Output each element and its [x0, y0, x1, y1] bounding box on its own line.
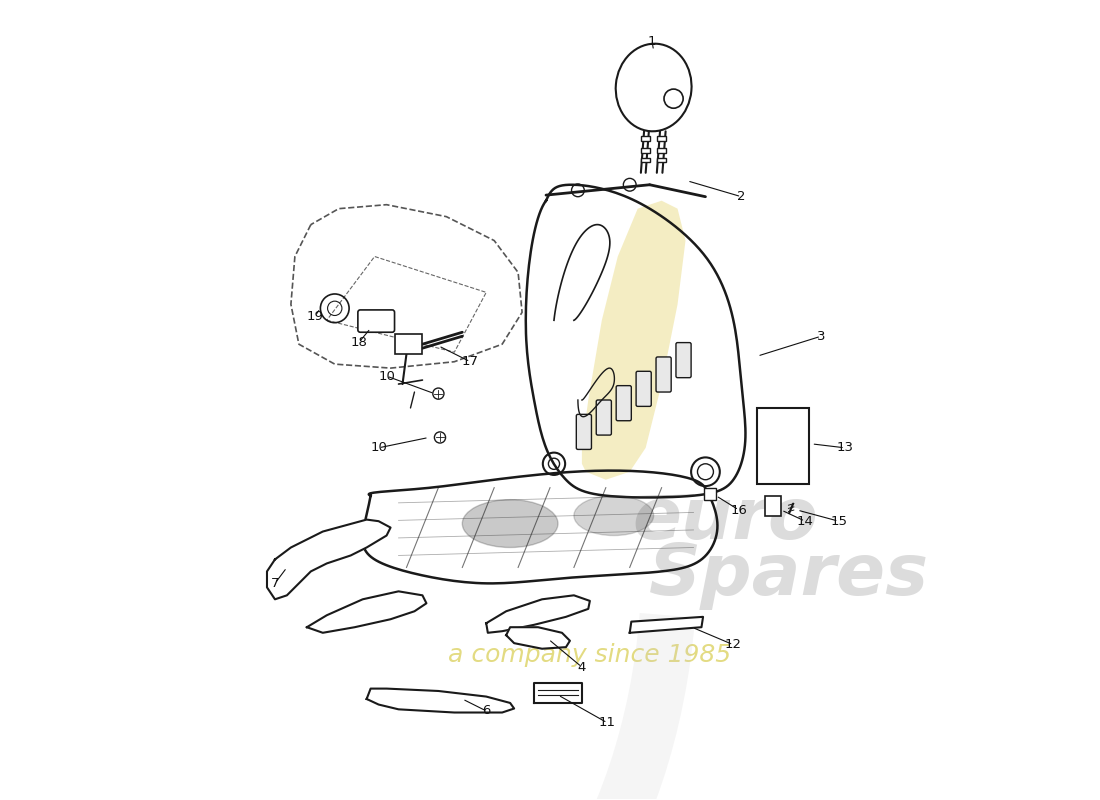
FancyBboxPatch shape — [641, 136, 650, 141]
Text: 14: 14 — [796, 514, 814, 528]
Ellipse shape — [574, 496, 653, 535]
FancyBboxPatch shape — [766, 496, 781, 515]
Text: 12: 12 — [725, 638, 741, 651]
FancyBboxPatch shape — [641, 158, 650, 162]
FancyBboxPatch shape — [676, 342, 691, 378]
Circle shape — [432, 388, 444, 399]
Text: 16: 16 — [730, 503, 747, 517]
Text: a company since 1985: a company since 1985 — [449, 643, 732, 667]
FancyBboxPatch shape — [636, 371, 651, 406]
Text: 1: 1 — [648, 34, 657, 48]
Circle shape — [434, 432, 446, 443]
Text: 2: 2 — [737, 190, 746, 203]
Text: 3: 3 — [817, 330, 825, 342]
Text: 6: 6 — [482, 705, 491, 718]
FancyBboxPatch shape — [657, 136, 667, 141]
Polygon shape — [506, 627, 570, 649]
FancyBboxPatch shape — [395, 334, 422, 354]
FancyBboxPatch shape — [657, 148, 667, 153]
Text: 18: 18 — [350, 336, 367, 349]
FancyBboxPatch shape — [704, 488, 716, 500]
Polygon shape — [582, 201, 685, 480]
Polygon shape — [267, 519, 390, 599]
FancyBboxPatch shape — [576, 414, 592, 450]
FancyBboxPatch shape — [596, 400, 612, 435]
Text: 10: 10 — [371, 442, 387, 454]
Text: Spares: Spares — [649, 541, 930, 610]
FancyBboxPatch shape — [757, 408, 810, 484]
Polygon shape — [535, 683, 582, 703]
Text: 7: 7 — [271, 577, 279, 590]
Text: 13: 13 — [836, 442, 854, 454]
FancyBboxPatch shape — [358, 310, 395, 332]
Text: 17: 17 — [462, 355, 478, 368]
FancyBboxPatch shape — [641, 148, 650, 153]
Text: euro: euro — [632, 485, 818, 554]
Ellipse shape — [462, 500, 558, 547]
FancyBboxPatch shape — [616, 386, 631, 421]
Text: 4: 4 — [578, 661, 586, 674]
Polygon shape — [366, 689, 514, 713]
FancyBboxPatch shape — [657, 158, 667, 162]
Text: 11: 11 — [598, 716, 616, 730]
Polygon shape — [629, 617, 703, 633]
FancyBboxPatch shape — [656, 357, 671, 392]
Text: 15: 15 — [830, 514, 847, 528]
Text: 19: 19 — [307, 310, 323, 322]
Text: 10: 10 — [378, 370, 395, 382]
